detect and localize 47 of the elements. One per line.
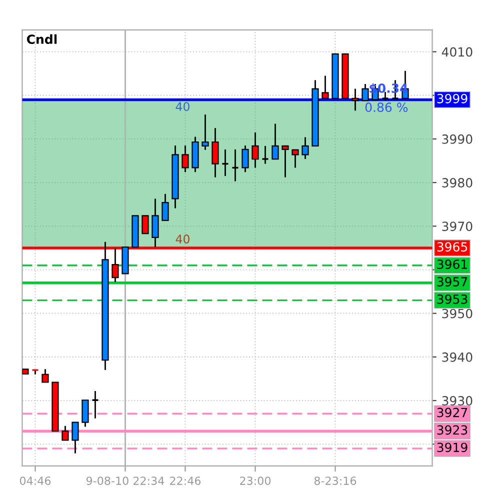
x-tick-label: 23:00 [240, 476, 271, 485]
candlestick [261, 145, 270, 164]
x-tick-label: 04:46 [20, 476, 51, 485]
candlestick [292, 149, 299, 168]
candlestick [252, 132, 259, 168]
ref-line-label: 3919 [437, 442, 468, 452]
annotation: 0.86 % [365, 102, 408, 112]
candlestick [202, 114, 209, 151]
candlestick [72, 422, 79, 454]
candlestick [142, 215, 149, 234]
candlestick [62, 425, 69, 441]
candlestick [272, 123, 279, 160]
annotation: 40 [176, 102, 190, 112]
annotation: 40 [176, 234, 190, 244]
y-tick-label: 3930 [442, 396, 472, 406]
candlestick [302, 136, 309, 160]
y-tick-label: 4010 [442, 47, 472, 57]
ref-line-label: 3957 [437, 277, 468, 286]
candlestick [42, 368, 49, 383]
candlestick [152, 198, 159, 248]
y-tick-label: 3970 [442, 222, 472, 232]
candlestick [221, 148, 230, 177]
ref-line-label: 3923 [437, 425, 468, 435]
candlestick [231, 148, 240, 182]
y-tick-label: 3940 [442, 352, 472, 362]
y-tick-label: 3980 [442, 178, 472, 188]
ref-line-label: 3953 [437, 294, 468, 304]
x-tick-label: 8-23:16 [314, 476, 356, 485]
candlestick [352, 88, 359, 112]
y-tick-label: 3950 [442, 308, 472, 318]
candlestick [322, 75, 329, 100]
annotation: Cndl [26, 34, 57, 44]
candlestick [362, 83, 369, 102]
x-tick-label: 22:46 [170, 476, 201, 485]
ref-line-label: 3965 [437, 242, 468, 252]
x-tick-label: 9-08-10 22:34 [86, 476, 164, 485]
y-tick-label: 3990 [442, 134, 472, 144]
ref-line-label: 3927 [437, 408, 468, 418]
candlestick [282, 145, 289, 178]
candlestick [91, 390, 100, 420]
candlestick [162, 193, 169, 222]
candlestick [212, 127, 219, 178]
ref-line-label: 3999 [437, 94, 468, 104]
candlestick [242, 144, 249, 173]
ref-line-label: 3961 [437, 260, 468, 270]
candlestick [182, 144, 189, 173]
candlestick [82, 399, 89, 428]
